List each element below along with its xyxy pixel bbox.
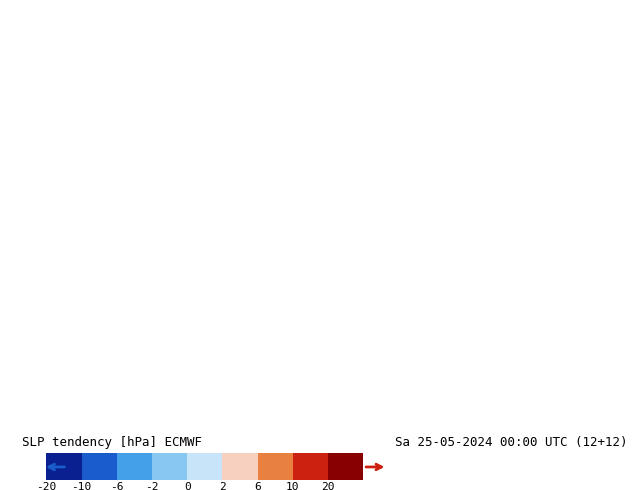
Bar — [293, 454, 328, 480]
Text: -20: -20 — [36, 482, 56, 490]
Bar — [117, 454, 152, 480]
Bar — [82, 454, 117, 480]
Bar — [187, 454, 223, 480]
Bar — [152, 454, 187, 480]
Text: 10: 10 — [286, 482, 300, 490]
Text: -6: -6 — [110, 482, 124, 490]
Text: SLP tendency [hPa] ECMWF: SLP tendency [hPa] ECMWF — [22, 436, 202, 449]
Bar — [257, 454, 293, 480]
Text: -10: -10 — [72, 482, 92, 490]
Text: 6: 6 — [254, 482, 261, 490]
Text: -2: -2 — [145, 482, 158, 490]
Text: 2: 2 — [219, 482, 226, 490]
Text: Sa 25-05-2024 00:00 UTC (12+12): Sa 25-05-2024 00:00 UTC (12+12) — [395, 436, 628, 449]
Text: 20: 20 — [321, 482, 335, 490]
Bar — [46, 454, 82, 480]
Text: 0: 0 — [184, 482, 191, 490]
Bar — [328, 454, 363, 480]
Bar — [223, 454, 257, 480]
